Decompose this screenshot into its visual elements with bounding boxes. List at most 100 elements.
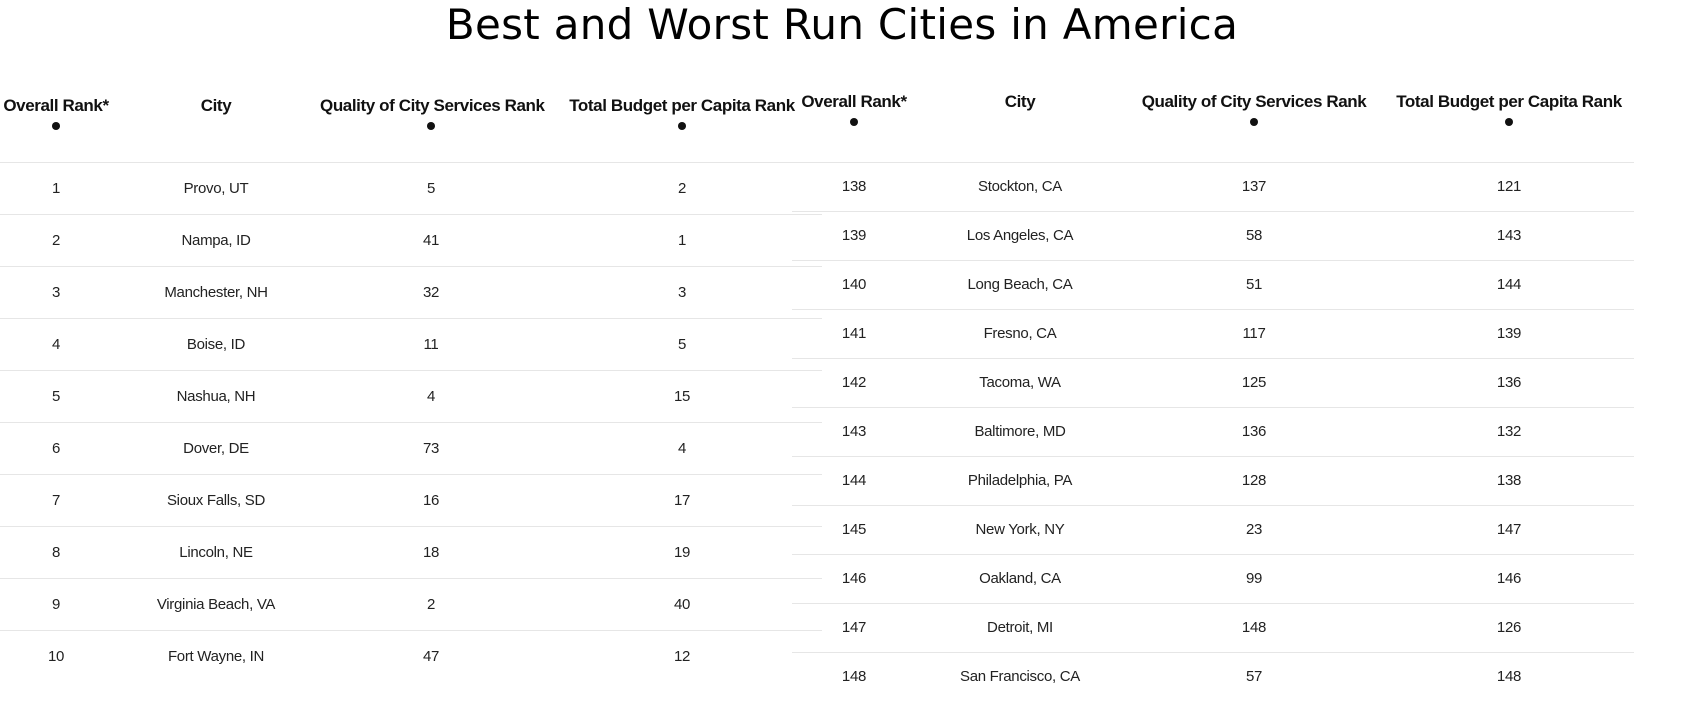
quality-rank-cell: 18: [320, 525, 542, 578]
overall-rank-cell: 139: [792, 210, 916, 260]
worst-table-body: 138 Stockton, CA 137 121 139 Los Angeles, CA 5…: [792, 161, 1634, 701]
quality-rank-cell: 128: [1124, 455, 1384, 505]
budget-rank-cell: 121: [1384, 161, 1634, 211]
quality-rank-header[interactable]: Quality of City Services Rank: [320, 96, 545, 162]
worst-table-header-row: Overall Rank* City Quality of City Servi…: [792, 92, 1634, 162]
sort-icon[interactable]: [1250, 118, 1258, 126]
sort-icon[interactable]: [52, 122, 60, 130]
city-cell: Lincoln, NE: [112, 525, 320, 578]
overall-rank-header-label: Overall Rank*: [801, 92, 907, 111]
budget-rank-cell: 15: [542, 369, 822, 422]
overall-rank-cell: 6: [0, 421, 112, 474]
budget-rank-cell: 40: [542, 577, 822, 630]
budget-rank-cell: 5: [542, 317, 822, 370]
budget-rank-cell: 3: [542, 265, 822, 318]
sort-icon[interactable]: [678, 122, 686, 130]
city-cell: Virginia Beach, VA: [112, 577, 320, 630]
table-row: 8 Lincoln, NE 18 19: [0, 525, 822, 578]
budget-rank-cell: 138: [1384, 455, 1634, 505]
overall-rank-cell: 5: [0, 369, 112, 422]
quality-rank-header-label: Quality of City Services Rank: [1141, 92, 1367, 111]
page-title: Best and Worst Run Cities in America: [445, 0, 1239, 49]
overall-rank-header[interactable]: Overall Rank*: [792, 92, 916, 162]
table-row: 9 Virginia Beach, VA 2 40: [0, 577, 822, 630]
quality-rank-cell: 5: [320, 161, 542, 214]
city-cell: Detroit, MI: [916, 602, 1124, 652]
budget-rank-header[interactable]: Total Budget per Capita Rank: [542, 96, 822, 162]
table-row: 4 Boise, ID 11 5: [0, 317, 822, 370]
quality-rank-cell: 23: [1124, 504, 1384, 554]
budget-rank-cell: 1: [542, 213, 822, 266]
quality-rank-cell: 47: [320, 629, 542, 682]
quality-rank-cell: 51: [1124, 259, 1384, 309]
table-row: 146 Oakland, CA 99 146: [792, 553, 1634, 603]
table-row: 144 Philadelphia, PA 128 138: [792, 455, 1634, 505]
table-row: 6 Dover, DE 73 4: [0, 421, 822, 474]
overall-rank-cell: 143: [792, 406, 916, 456]
overall-rank-cell: 2: [0, 213, 112, 266]
table-row: 10 Fort Wayne, IN 47 12: [0, 629, 822, 682]
table-row: 143 Baltimore, MD 136 132: [792, 406, 1634, 456]
city-cell: San Francisco, CA: [916, 651, 1124, 701]
city-cell: Nampa, ID: [112, 213, 320, 266]
quality-rank-cell: 57: [1124, 651, 1384, 701]
quality-rank-cell: 125: [1124, 357, 1384, 407]
city-cell: Los Angeles, CA: [916, 210, 1124, 260]
table-row: 5 Nashua, NH 4 15: [0, 369, 822, 422]
overall-rank-cell: 146: [792, 553, 916, 603]
overall-rank-cell: 141: [792, 308, 916, 358]
overall-rank-cell: 142: [792, 357, 916, 407]
overall-rank-cell: 138: [792, 161, 916, 211]
table-row: 145 New York, NY 23 147: [792, 504, 1634, 554]
quality-rank-cell: 11: [320, 317, 542, 370]
quality-rank-cell: 32: [320, 265, 542, 318]
quality-rank-cell: 2: [320, 577, 542, 630]
table-row: 1 Provo, UT 5 2: [0, 161, 822, 214]
quality-rank-cell: 117: [1124, 308, 1384, 358]
overall-rank-header-label: Overall Rank*: [3, 96, 109, 115]
city-cell: Oakland, CA: [916, 553, 1124, 603]
overall-rank-cell: 145: [792, 504, 916, 554]
sort-icon[interactable]: [850, 118, 858, 126]
table-row: 2 Nampa, ID 41 1: [0, 213, 822, 266]
budget-rank-cell: 17: [542, 473, 822, 526]
table-row: 139 Los Angeles, CA 58 143: [792, 210, 1634, 260]
overall-rank-cell: 10: [0, 629, 112, 682]
budget-rank-header-label: Total Budget per Capita Rank: [1396, 92, 1622, 111]
best-cities-table: Overall Rank* City Quality of City Servi…: [0, 96, 822, 682]
budget-rank-cell: 4: [542, 421, 822, 474]
overall-rank-cell: 140: [792, 259, 916, 309]
city-cell: Nashua, NH: [112, 369, 320, 422]
overall-rank-cell: 8: [0, 525, 112, 578]
budget-rank-header[interactable]: Total Budget per Capita Rank: [1384, 92, 1634, 162]
sort-icon[interactable]: [1505, 118, 1513, 126]
city-cell: Boise, ID: [112, 317, 320, 370]
sort-icon[interactable]: [427, 122, 435, 130]
budget-rank-cell: 143: [1384, 210, 1634, 260]
quality-rank-header[interactable]: Quality of City Services Rank: [1124, 92, 1384, 162]
city-cell: Dover, DE: [112, 421, 320, 474]
table-row: 7 Sioux Falls, SD 16 17: [0, 473, 822, 526]
overall-rank-cell: 7: [0, 473, 112, 526]
quality-rank-cell: 148: [1124, 602, 1384, 652]
budget-rank-cell: 144: [1384, 259, 1634, 309]
quality-rank-cell: 58: [1124, 210, 1384, 260]
overall-rank-cell: 147: [792, 602, 916, 652]
city-cell: Fresno, CA: [916, 308, 1124, 358]
quality-rank-cell: 137: [1124, 161, 1384, 211]
overall-rank-cell: 4: [0, 317, 112, 370]
budget-rank-cell: 136: [1384, 357, 1634, 407]
best-table-body: 1 Provo, UT 5 2 2 Nampa, ID 41 1 3 Manchester, NH…: [0, 161, 822, 682]
quality-rank-cell: 4: [320, 369, 542, 422]
city-header: City: [112, 96, 320, 162]
overall-rank-header[interactable]: Overall Rank*: [0, 96, 112, 162]
table-row: 140 Long Beach, CA 51 144: [792, 259, 1634, 309]
city-cell: Provo, UT: [112, 161, 320, 214]
quality-rank-cell: 73: [320, 421, 542, 474]
city-cell: New York, NY: [916, 504, 1124, 554]
table-row: 148 San Francisco, CA 57 148: [792, 651, 1634, 701]
budget-rank-cell: 12: [542, 629, 822, 682]
overall-rank-cell: 9: [0, 577, 112, 630]
city-cell: Stockton, CA: [916, 161, 1124, 211]
city-cell: Fort Wayne, IN: [112, 629, 320, 682]
